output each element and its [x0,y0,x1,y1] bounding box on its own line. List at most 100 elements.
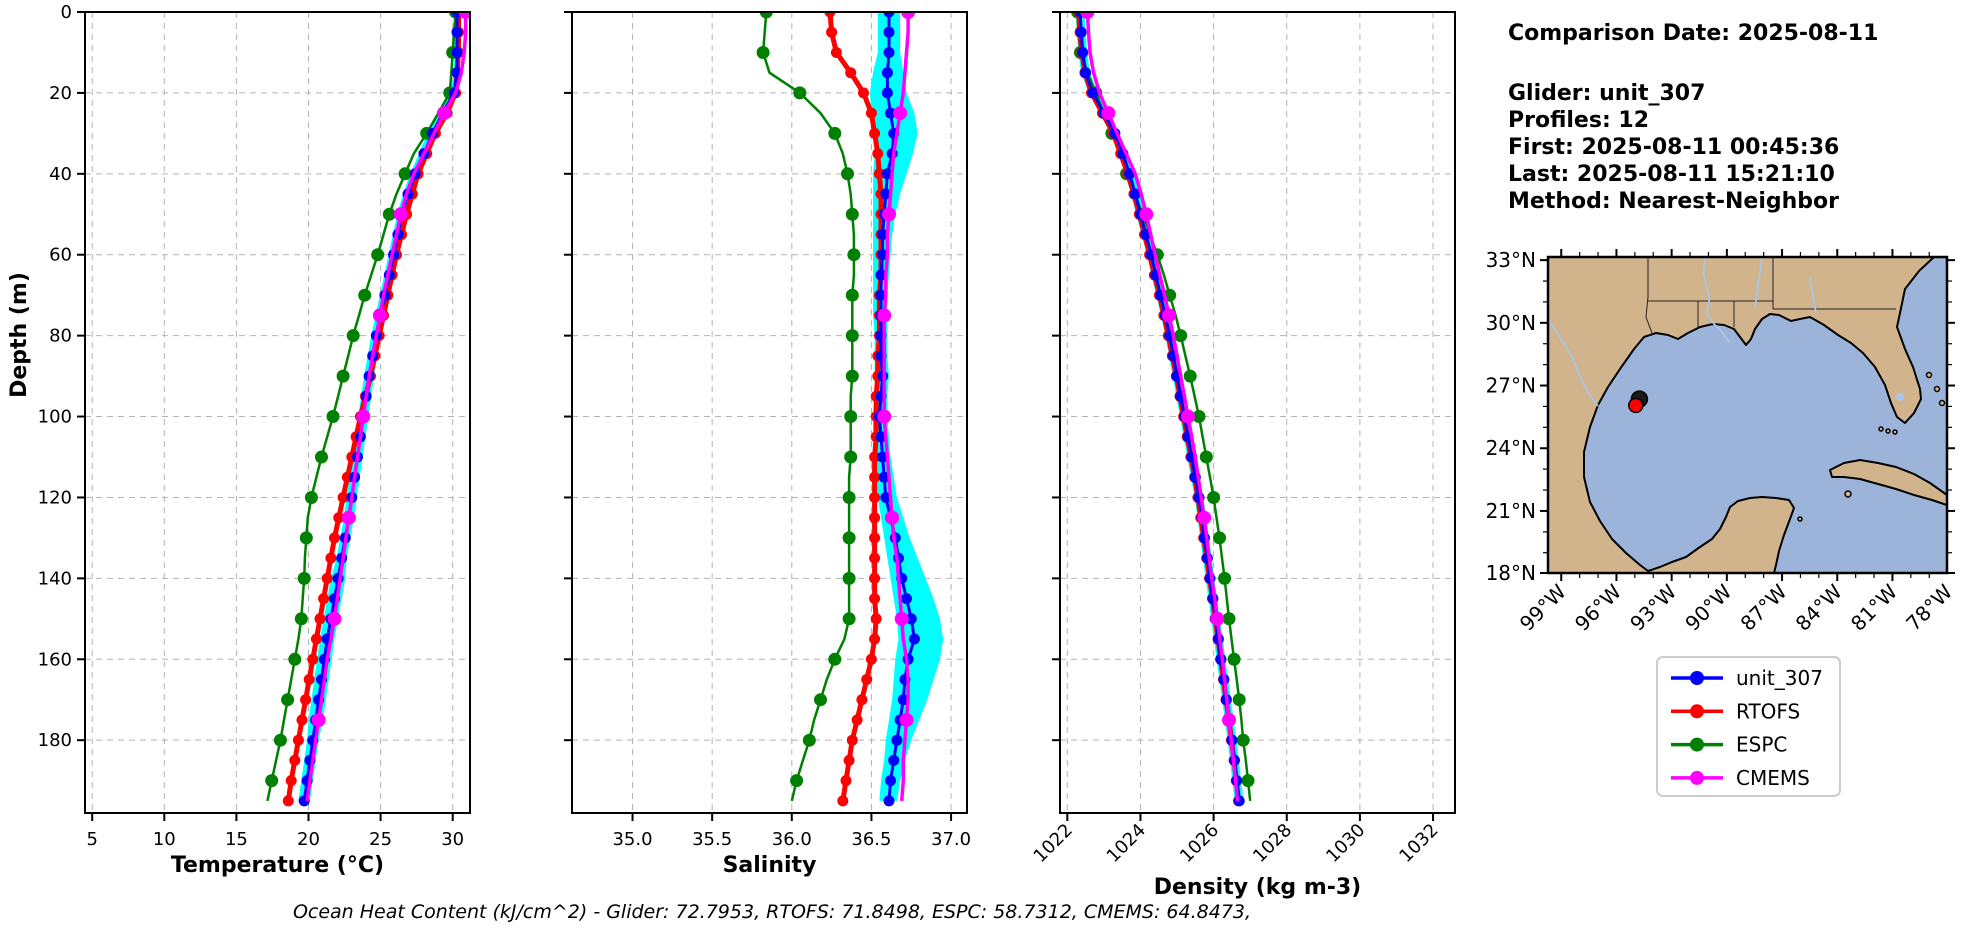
series-ESPC-marker [847,248,861,262]
legend-label: ESPC [1736,733,1787,757]
series-unit_307-marker [877,249,889,261]
series-CMEMS-marker [1162,308,1176,323]
series-unit_307-marker [1075,26,1087,38]
series-CMEMS-marker [1139,207,1154,222]
grid [1060,11,1455,813]
series-unit_307-marker [901,593,912,605]
series-RTOFS-marker [869,633,881,645]
map-lat-label: 24°N [1486,436,1536,460]
series-ESPC-marker [382,207,396,221]
plot-frame [84,11,471,814]
us-mexico-landmass [1548,257,1935,573]
series-RTOFS-marker [285,775,297,787]
state-borders [1645,257,1896,334]
x-tick-label: 30 [441,829,464,850]
series-unit_307-marker [881,87,893,99]
series-RTOFS-marker [282,795,294,807]
series-ESPC-marker [265,774,279,788]
series-unit_307-marker [1077,47,1089,58]
legend-marker-sample [1690,671,1704,685]
series-RTOFS-marker [337,492,349,503]
map-lon-label: 93°W [1625,579,1681,635]
series-ESPC-marker [281,693,295,707]
legend-entry-RTOFS: RTOFS [1671,699,1800,723]
series-ESPC-marker [842,491,856,504]
profiles-count-text: Profiles: 12 [1508,108,1649,133]
series-unit_307-marker [883,795,895,807]
series-RTOFS-marker [830,47,842,58]
series-CMEMS [305,12,470,802]
y-tick-label: 60 [49,245,72,266]
series-RTOFS-marker [840,775,852,787]
series-CMEMS [877,12,916,802]
series-ESPC-marker [315,450,328,464]
legend-label: unit_307 [1736,666,1823,690]
series-CMEMS-marker [311,713,326,727]
series-CMEMS-line [305,12,468,802]
series-RTOFS-marker [865,107,877,119]
salinity-profile-plot: 35.0 35.5 36.0 36.5 37.0 Salinity [564,11,971,878]
series-CMEMS-marker [356,409,371,424]
density-profile-plot: 1022 1024 1026 1028 1030 1032 Density (kg m-3) [1030,11,1456,900]
series-ESPC-marker [336,369,350,383]
series-CMEMS-marker [877,308,892,323]
y-tick-label: 0 [61,2,72,23]
series-RTOFS-line [827,12,884,802]
y-tick-label: 160 [38,649,72,670]
series-RTOFS-marker [869,471,881,483]
series-unit_307-marker [891,734,903,746]
plot-frame [571,11,968,814]
y-axis: 0 20 40 60 80 100 120 140 160 180 [38,2,85,751]
x-tick-label: 15 [225,829,248,850]
legend-entry-unit_307: unit_307 [1671,666,1823,690]
cuba-island [1829,459,1947,506]
legend-entry-ESPC: ESPC [1671,733,1787,757]
series-ESPC-marker [793,86,807,100]
map-frame [1546,255,1949,575]
series-ESPC-marker [1213,531,1226,545]
series-ESPC-marker [1192,410,1206,423]
series-RTOFS-marker [869,532,881,544]
rivers [1548,257,1817,407]
series-RTOFS-marker [869,572,881,584]
series-unit_307-marker [1087,87,1099,99]
series-unit_307-marker [875,289,887,301]
series-RTOFS-marker [865,653,877,665]
y-tick-label: 40 [49,164,72,185]
series-CMEMS-marker [893,106,908,121]
series-unit_307-marker [908,633,920,645]
series-RTOFS-line [1076,12,1241,802]
y-tick-label: 180 [38,730,72,751]
series-ESPC-marker [1241,774,1255,788]
info-panel: Comparison Date: 2025-08-11 Glider: unit… [1508,21,1878,214]
map-lat-label: 21°N [1486,499,1536,523]
map-lon-label: 81°W [1846,579,1902,635]
x-tick-label: 35.0 [612,829,652,850]
series-unit_307-line [1078,12,1241,802]
series-ESPC-marker [844,450,858,464]
series-CMEMS-marker [1101,106,1116,121]
series-unit_307-marker [883,12,895,18]
series-RTOFS-marker [314,613,326,625]
series-CMEMS-marker [327,611,342,626]
series-CMEMS-marker [372,308,387,323]
series-ESPC-marker [346,329,360,343]
series-unit_307-marker [883,47,895,58]
legend-marker-sample [1690,770,1704,785]
series-RTOFS-line [285,12,461,802]
series-RTOFS-marker [873,168,885,180]
method-text: Method: Nearest-Neighbor [1508,189,1839,214]
series-RTOFS-marker [300,694,312,706]
series-RTOFS-marker [851,714,863,726]
series-unit_307-marker [878,471,890,483]
series-ESPC-marker [759,12,773,19]
map-lat-label: 27°N [1486,374,1536,398]
x-tick-label: 36.5 [851,829,891,850]
series-RTOFS-marker [845,67,857,79]
density-axis-title: Density (kg m-3) [1154,875,1362,900]
series-ESPC [756,12,861,802]
x-tick-label: 36.0 [772,829,812,850]
x-tick-label: 37.0 [931,829,971,850]
last-profile-text: Last: 2025-08-11 15:21:10 [1508,162,1835,187]
y-tick-label: 20 [49,83,72,104]
